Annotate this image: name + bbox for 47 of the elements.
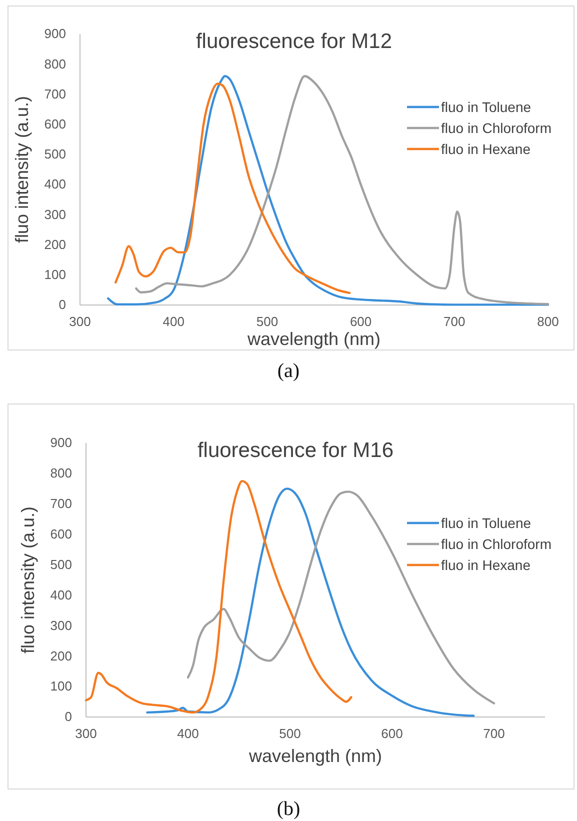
y-tick-label: 200 bbox=[50, 648, 72, 664]
chart-title: fluorescence for M16 bbox=[197, 439, 394, 462]
y-tick-label: 700 bbox=[50, 496, 72, 512]
y-tick-label: 0 bbox=[64, 709, 72, 724]
y-tick-label: 500 bbox=[50, 556, 72, 572]
x-tick-label: 600 bbox=[381, 726, 403, 742]
legend-label: fluo in Toluene bbox=[441, 515, 532, 531]
text: (a) bbox=[276, 360, 301, 383]
x-tick-label: 300 bbox=[75, 726, 97, 742]
x-tick-label: 400 bbox=[162, 314, 184, 330]
legend-label: fluo in Hexane bbox=[441, 557, 531, 573]
y-tick-label: 600 bbox=[50, 526, 72, 542]
y-tick-label: 900 bbox=[44, 26, 66, 42]
y-tick-label: 800 bbox=[50, 466, 72, 481]
x-tick-label: 700 bbox=[483, 726, 505, 742]
x-tick-label: 300 bbox=[69, 314, 91, 330]
y-tick-label: 400 bbox=[50, 587, 72, 602]
line-series bbox=[84, 480, 352, 714]
x-axis-title: wavelength (nm) bbox=[246, 329, 381, 349]
y-tick-label: 400 bbox=[44, 176, 66, 192]
y-tick-label: 600 bbox=[44, 116, 66, 132]
y-tick-label: 100 bbox=[50, 678, 72, 694]
x-tick-label: 500 bbox=[279, 726, 301, 742]
y-tick-label: 900 bbox=[50, 435, 72, 450]
legend-label: fluo in Hexane bbox=[441, 141, 531, 157]
x-tick-label: 700 bbox=[444, 314, 466, 330]
legend-label: fluo in Chloroform bbox=[441, 120, 552, 136]
x-tick-label: 400 bbox=[177, 726, 199, 742]
text: (b) bbox=[276, 798, 302, 821]
y-tick-label: 500 bbox=[44, 146, 66, 162]
y-axis-title: fluo intensity (a.u.) bbox=[12, 96, 32, 244]
legend-label: fluo in Chloroform bbox=[441, 536, 552, 552]
x-tick-label: 500 bbox=[256, 314, 278, 330]
y-tick-label: 300 bbox=[44, 206, 66, 222]
legend-label: fluo in Toluene bbox=[441, 99, 532, 115]
y-tick-label: 100 bbox=[44, 267, 66, 282]
x-axis-title: wavelength (nm) bbox=[248, 746, 382, 766]
y-tick-label: 0 bbox=[58, 297, 66, 312]
y-tick-label: 300 bbox=[50, 618, 72, 633]
line-series bbox=[114, 82, 351, 294]
y-tick-label: 700 bbox=[44, 86, 66, 102]
y-tick-label: 200 bbox=[44, 236, 66, 252]
chart-title: fluorescence for M12 bbox=[196, 30, 392, 53]
y-axis-title: fluo intensity (a.u.) bbox=[18, 506, 38, 654]
x-tick-label: 600 bbox=[350, 314, 372, 330]
x-tick-label: 800 bbox=[537, 314, 559, 330]
y-tick-label: 800 bbox=[44, 56, 66, 72]
